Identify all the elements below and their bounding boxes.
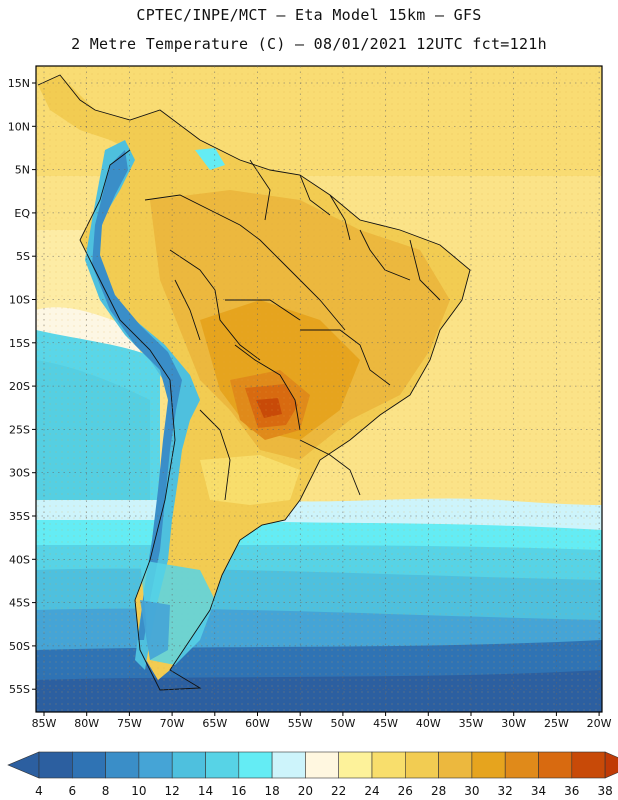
colorbar-segment [438,751,473,779]
colorbar-label: 8 [102,784,110,798]
latitude-axis: 15N 10N 5N EQ 5S 10S 15S 20S 25S 30S 35S 40S 45S 50S 5… [8,77,36,696]
temperature-colorbar: 4 6 8 10 12 14 16 18 20 22 24 26 28 30 32 34 36 38 [7,751,618,798]
latitude-label: 10N [8,120,30,133]
latitude-label: 40S [9,553,30,566]
colorbar-label: 28 [431,784,446,798]
longitude-label: 35W [459,717,484,730]
latitude-label: 25S [9,423,30,436]
colorbar-segment [138,751,173,779]
longitude-label: 50W [330,717,355,730]
colorbar-segment [571,751,606,779]
colorbar-label: 24 [364,784,379,798]
longitude-label: 55W [288,717,313,730]
colorbar-label: 14 [198,784,213,798]
colorbar-label: 20 [298,784,313,798]
longitude-label: 60W [245,717,270,730]
latitude-label: 5N [15,164,30,177]
colorbar-segment [105,751,140,779]
longitude-label: 70W [160,717,185,730]
colorbar-label: 38 [597,784,612,798]
colorbar-label: 6 [68,784,76,798]
colorbar-label: 26 [398,784,413,798]
colorbar-segment [538,751,573,779]
colorbar-label: 22 [331,784,346,798]
colorbar-label: 12 [165,784,180,798]
longitude-label: 65W [202,717,227,730]
colorbar-segment [404,751,439,779]
longitude-label: 40W [416,717,441,730]
latitude-label: 35S [9,510,30,523]
longitude-label: 25W [544,717,569,730]
colorbar-label: 4 [35,784,43,798]
map-title-line-1: CPTEC/INPE/MCT – Eta Model 15km – GFS [136,6,482,24]
longitude-label: 20W [587,717,612,730]
colorbar-label: 16 [231,784,246,798]
colorbar-segment [338,751,373,779]
political-borders [37,74,471,691]
colorbar-label: 32 [498,784,513,798]
colorbar-label: 36 [564,784,579,798]
colorbar-segment [305,751,339,779]
temperature-field [36,66,602,712]
latitude-label: 30S [9,467,30,480]
latitude-label: EQ [14,207,30,220]
map-title-line-2: 2 Metre Temperature (C) – 08/01/2021 12U… [71,35,547,53]
latitude-label: 50S [9,640,30,653]
colorbar-segment [371,751,406,779]
longitude-label: 45W [373,717,398,730]
colorbar-label: 10 [131,784,146,798]
colorbar-segment [205,751,240,779]
colorbar-segment [271,751,306,779]
latitude-label: 15S [9,337,30,350]
latitude-label: 15N [8,77,30,90]
map-frame-border [35,65,603,713]
longitude-label: 85W [32,717,57,730]
latitude-label: 55S [9,683,30,696]
longitude-label: 75W [117,717,142,730]
colorbar-label: 34 [531,784,546,798]
colorbar-label: 30 [464,784,479,798]
colorbar-segment [471,751,506,779]
colorbar-segment [72,751,106,779]
longitude-axis: 85W 80W 75W 70W 65W 60W 55W 50W 45W 40W 35W 30W 25W 2… [32,712,612,730]
colorbar-label: 18 [264,784,279,798]
colorbar-low-arrow [7,751,40,779]
latitude-label: 45S [9,597,30,610]
latitude-label: 5S [16,250,30,263]
latitude-label: 20S [9,380,30,393]
graticule [36,66,602,712]
colorbar-segment [504,751,539,779]
longitude-label: 30W [501,717,526,730]
colorbar-segment [238,751,273,779]
colorbar-high-arrow [604,751,618,779]
colorbar-segment [171,751,206,779]
longitude-label: 80W [74,717,99,730]
colorbar-segment [38,751,73,779]
latitude-label: 10S [9,294,30,307]
